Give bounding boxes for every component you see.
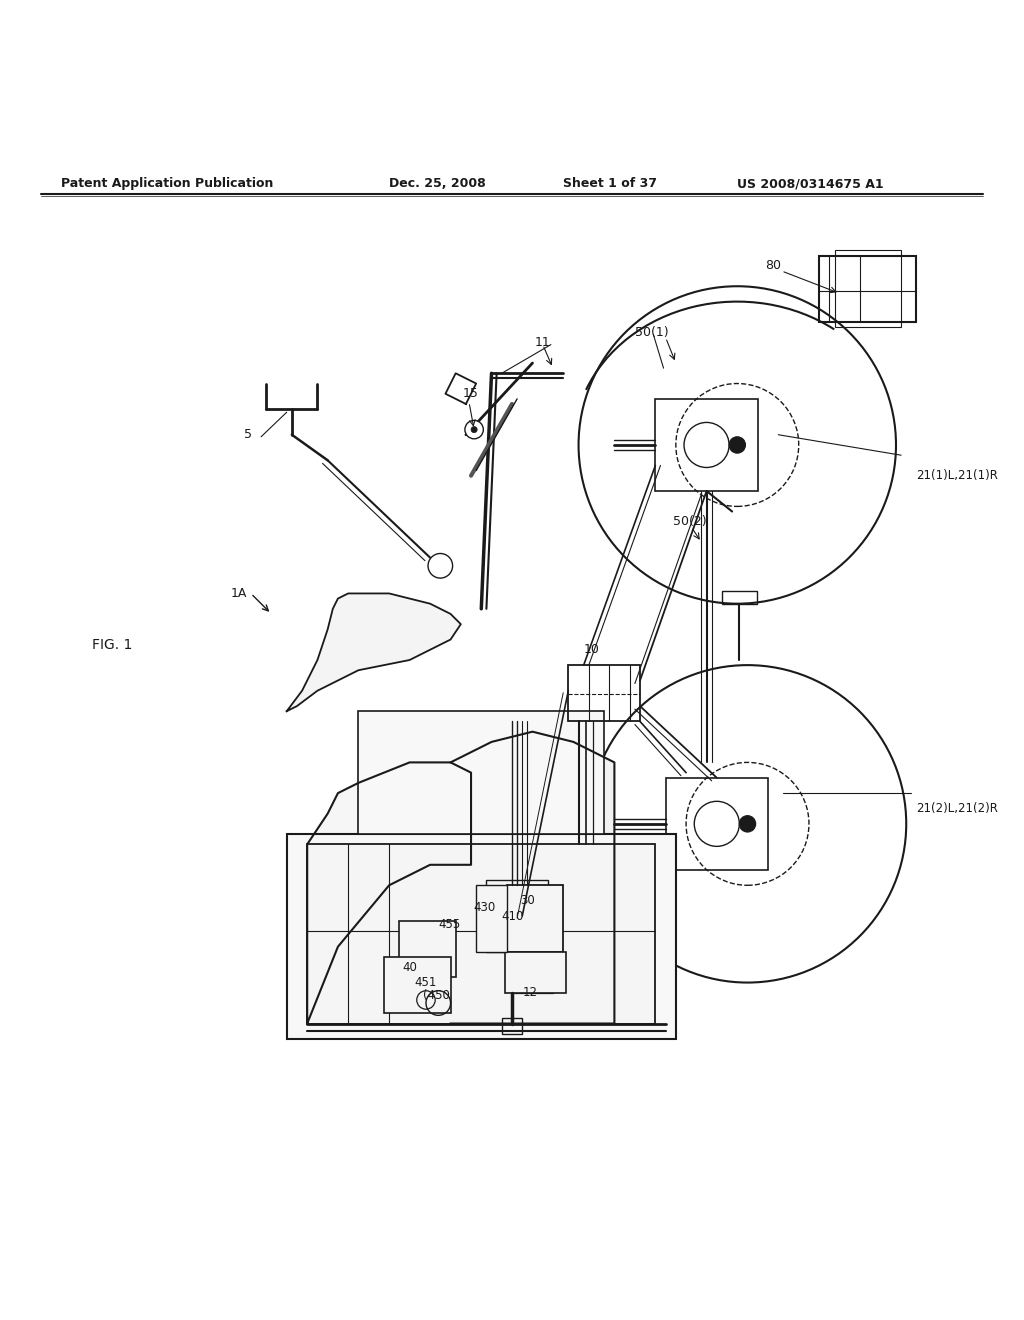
- Circle shape: [428, 553, 453, 578]
- Text: 15: 15: [463, 387, 479, 400]
- Circle shape: [465, 420, 483, 438]
- Text: 410: 410: [502, 909, 524, 923]
- Circle shape: [471, 426, 477, 433]
- Text: 455: 455: [438, 917, 461, 931]
- FancyBboxPatch shape: [287, 834, 676, 1039]
- Text: 12: 12: [522, 986, 538, 999]
- Text: 21(2)L,21(2)R: 21(2)L,21(2)R: [916, 803, 998, 814]
- Text: 10: 10: [584, 643, 600, 656]
- FancyBboxPatch shape: [307, 845, 655, 1023]
- FancyBboxPatch shape: [384, 957, 451, 1014]
- FancyBboxPatch shape: [507, 886, 563, 952]
- FancyBboxPatch shape: [358, 711, 604, 834]
- Text: 21(1)L,21(1)R: 21(1)L,21(1)R: [916, 469, 998, 482]
- FancyBboxPatch shape: [505, 952, 566, 993]
- Text: Sheet 1 of 37: Sheet 1 of 37: [563, 177, 657, 190]
- Text: 451: 451: [415, 975, 437, 989]
- Text: 80: 80: [765, 259, 781, 272]
- Polygon shape: [307, 763, 471, 1023]
- Text: 11: 11: [535, 337, 550, 348]
- Text: 430: 430: [473, 902, 496, 915]
- FancyBboxPatch shape: [476, 886, 507, 952]
- Text: 30: 30: [520, 894, 535, 907]
- Text: 5: 5: [244, 428, 252, 441]
- Text: US 2008/0314675 A1: US 2008/0314675 A1: [737, 177, 884, 190]
- Polygon shape: [451, 731, 614, 1023]
- Text: 50(1): 50(1): [635, 326, 669, 339]
- Circle shape: [739, 816, 756, 832]
- Text: (450: (450: [423, 990, 450, 1002]
- Text: 50(2): 50(2): [673, 515, 707, 528]
- FancyBboxPatch shape: [399, 921, 456, 977]
- Text: 1A: 1A: [230, 587, 247, 599]
- Text: FIG. 1: FIG. 1: [92, 638, 132, 652]
- Text: Patent Application Publication: Patent Application Publication: [61, 177, 273, 190]
- Circle shape: [729, 437, 745, 453]
- Polygon shape: [287, 594, 461, 711]
- Text: 40: 40: [402, 961, 418, 974]
- Text: Dec. 25, 2008: Dec. 25, 2008: [389, 177, 485, 190]
